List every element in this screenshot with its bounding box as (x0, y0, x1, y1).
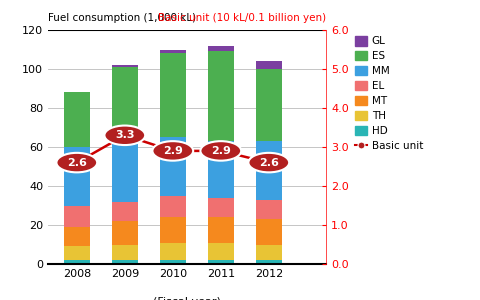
Bar (208, 217, 234, 242)
Bar (208, 51, 234, 141)
Text: 2.6: 2.6 (67, 158, 87, 168)
Bar (112, 221, 138, 244)
Bar (160, 137, 186, 196)
Bar (63, 92, 90, 147)
Ellipse shape (105, 125, 145, 145)
Bar (63, 147, 90, 206)
Bar (256, 260, 282, 264)
Bar (208, 242, 234, 260)
Legend: GL, ES, MM, EL, MT, TH, HD, Basic unit: GL, ES, MM, EL, MT, TH, HD, Basic unit (354, 35, 424, 152)
Bar (256, 219, 282, 244)
Ellipse shape (201, 141, 241, 161)
Bar (112, 67, 138, 143)
Bar (256, 244, 282, 260)
Bar (112, 143, 138, 202)
Ellipse shape (57, 153, 97, 172)
Bar (256, 141, 282, 200)
Bar (112, 65, 138, 67)
Bar (208, 46, 234, 52)
Bar (63, 247, 90, 260)
Text: 3.3: 3.3 (115, 130, 134, 140)
Bar (208, 198, 234, 217)
Text: 2.9: 2.9 (211, 146, 231, 156)
Bar (112, 244, 138, 260)
Text: 2.6: 2.6 (259, 158, 279, 168)
Bar (160, 53, 186, 137)
Bar (160, 217, 186, 242)
Bar (112, 260, 138, 264)
Bar (160, 260, 186, 264)
Ellipse shape (249, 153, 289, 172)
Text: (Fiscal year): (Fiscal year) (153, 297, 221, 300)
Ellipse shape (153, 141, 193, 161)
Text: 2.9: 2.9 (163, 146, 183, 156)
Bar (63, 206, 90, 227)
Bar (256, 200, 282, 219)
Bar (208, 141, 234, 198)
Bar (256, 61, 282, 69)
Bar (63, 227, 90, 247)
Bar (160, 242, 186, 260)
Text: Fuel consumption (1,000 kL): Fuel consumption (1,000 kL) (48, 13, 196, 23)
Bar (63, 260, 90, 264)
Bar (208, 260, 234, 264)
Bar (160, 50, 186, 53)
Bar (112, 202, 138, 221)
Text: Basic unit (10 kL/0.1 billion yen): Basic unit (10 kL/0.1 billion yen) (158, 13, 326, 23)
Bar (256, 69, 282, 141)
Bar (160, 196, 186, 217)
